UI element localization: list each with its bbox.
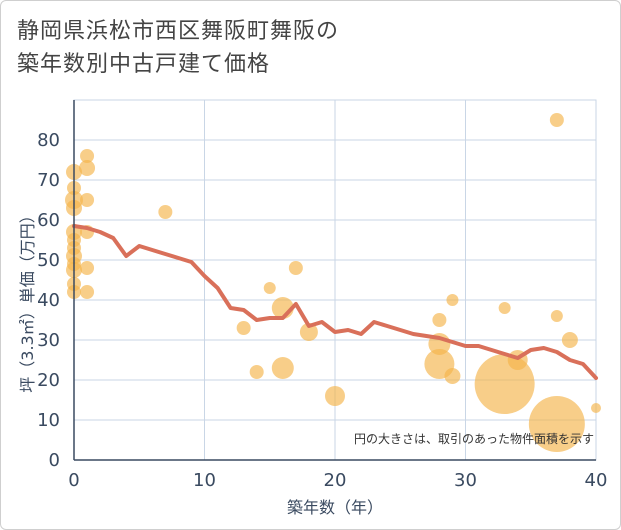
trend-line-group bbox=[72, 224, 598, 380]
x-tick-label-30: 30 bbox=[454, 470, 477, 491]
data-point-37 bbox=[528, 396, 585, 452]
data-point-35 bbox=[549, 113, 564, 127]
data-point-39 bbox=[591, 403, 601, 413]
y-tick-label-70: 70 bbox=[37, 170, 60, 191]
data-point-25 bbox=[299, 323, 318, 341]
data-point-19 bbox=[236, 321, 251, 335]
x-tick-label-40: 40 bbox=[585, 470, 608, 491]
data-point-17 bbox=[80, 285, 95, 299]
y-tick-label-0: 0 bbox=[49, 450, 60, 471]
y-tick-label-80: 80 bbox=[37, 130, 60, 151]
data-point-23 bbox=[271, 357, 294, 379]
data-point-12 bbox=[80, 149, 95, 163]
data-point-18 bbox=[158, 205, 173, 219]
x-tick-label-0: 0 bbox=[68, 470, 79, 491]
data-point-20 bbox=[249, 365, 264, 379]
size-legend-note: 円の大きさは、取引のあった物件面積を示す bbox=[354, 431, 594, 446]
data-point-14 bbox=[80, 193, 95, 207]
data-point-13 bbox=[79, 160, 96, 176]
x-tick-label-10: 10 bbox=[193, 470, 216, 491]
data-point-26 bbox=[325, 386, 345, 406]
y-tick-label-10: 10 bbox=[37, 410, 60, 431]
data-point-16 bbox=[80, 261, 95, 275]
chart-title-line-1: 静岡県浜松市西区舞阪町舞阪の bbox=[17, 19, 340, 44]
chart-title: 静岡県浜松市西区舞阪町舞阪の 築年数別中古戸建て価格 bbox=[17, 15, 339, 81]
data-point-32 bbox=[498, 302, 511, 314]
bubbles bbox=[65, 113, 601, 452]
data-point-38 bbox=[561, 332, 578, 348]
y-tick-label-30: 30 bbox=[37, 330, 60, 351]
x-axis-label: 築年数（年） bbox=[287, 498, 383, 517]
average-price-line bbox=[72, 224, 598, 380]
y-tick-label-50: 50 bbox=[37, 250, 60, 271]
data-point-27 bbox=[432, 313, 447, 327]
y-axis-label: 坪（3.3㎡）単価（万円） bbox=[18, 207, 37, 392]
data-point-21 bbox=[263, 282, 276, 294]
x-tick-label-20: 20 bbox=[324, 470, 347, 491]
axes: 0 10 20 30 40 50 60 70 80 0 10 20 30 40 bbox=[37, 100, 607, 491]
y-tick-label-60: 60 bbox=[37, 210, 60, 231]
data-point-31 bbox=[444, 368, 461, 384]
data-point-24 bbox=[288, 261, 303, 275]
data-point-36 bbox=[550, 310, 563, 322]
y-tick-label-20: 20 bbox=[37, 370, 60, 391]
y-tick-label-40: 40 bbox=[37, 290, 60, 311]
chart-title-line-2: 築年数別中古戸建て価格 bbox=[17, 52, 271, 77]
data-point-30 bbox=[446, 294, 459, 306]
